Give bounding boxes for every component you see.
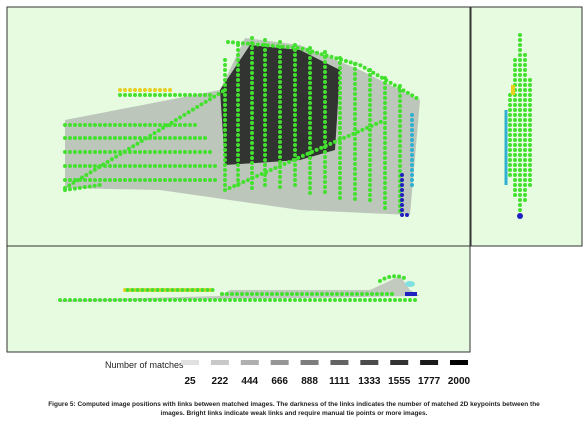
legend-swatch [420,360,439,365]
legend-value: 888 [301,376,318,387]
top-view [6,6,471,247]
legend-value: 444 [241,376,258,387]
legend-value: 1333 [358,376,381,387]
legend-swatch [330,360,349,365]
legend-swatch [360,360,379,365]
legend-swatch [240,360,259,365]
legend-value: 1555 [388,376,411,387]
flight-lines [63,36,422,217]
legend-swatch [300,360,319,365]
legend-value: 1111 [329,376,350,387]
legend-value: 222 [212,376,229,387]
front-view [6,245,471,353]
legend-value: 25 [184,376,196,387]
legend-swatch [210,360,229,365]
legend-swatch [390,360,409,365]
legend: 25 222 444 666 888 1111 1333 1555 1777 2000 [181,360,471,387]
legend-value: 2000 [448,376,471,387]
caption-line: images. Bright links indicate weak links… [161,410,428,417]
legend-swatch [270,360,289,365]
legend-title: Number of matches [105,360,184,370]
panel [470,6,583,247]
side-view [470,6,583,247]
legend-value: 1777 [418,376,441,387]
legend-swatch [181,360,199,365]
legend-value: 666 [271,376,288,387]
caption-line: Figure 5: Computed image positions with … [48,401,540,408]
legend-swatch [450,360,468,365]
